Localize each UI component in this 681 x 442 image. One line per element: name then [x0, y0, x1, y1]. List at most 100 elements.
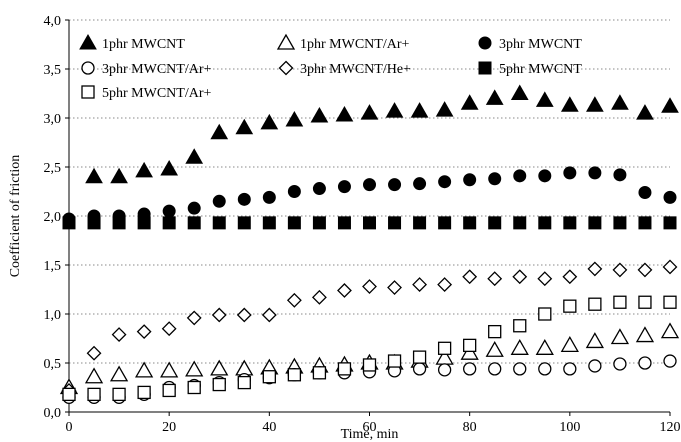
x-tick-label: 120: [660, 420, 681, 435]
y-tick-label: 3,0: [44, 112, 62, 127]
series-7: [62, 295, 677, 402]
data-markers: [59, 84, 680, 404]
series-6: [62, 216, 677, 230]
data-point: [437, 363, 452, 377]
data-point: [610, 328, 630, 345]
data-point: [212, 216, 226, 230]
data-point: [212, 377, 226, 392]
data-point: [85, 167, 103, 184]
data-point: [413, 177, 427, 191]
data-point: [587, 261, 603, 277]
legend-entry: 5phr MWCNT/Ar+: [81, 85, 211, 101]
tick-labels: 0,0 0,5 1,0 1,5 2,0 2,5 3,0 3,5 4,0 0 20 40 60 80 100 1…: [44, 14, 681, 435]
data-point: [187, 201, 201, 215]
data-point: [236, 307, 252, 323]
data-point: [560, 96, 579, 112]
data-point: [287, 185, 301, 198]
legend-marker: [478, 36, 492, 50]
data-point: [160, 361, 179, 378]
data-point: [585, 332, 604, 349]
y-tick-label: 4,0: [44, 14, 62, 29]
data-point: [485, 340, 504, 357]
legend-marker: [278, 60, 294, 76]
data-point: [463, 173, 477, 187]
data-point: [162, 383, 176, 398]
legend-label: 3phr MWCNT/He+: [300, 62, 411, 77]
data-point: [186, 310, 202, 326]
data-point: [337, 283, 352, 298]
data-point: [412, 277, 428, 293]
data-point: [588, 359, 602, 373]
data-point: [613, 168, 627, 182]
data-point: [388, 216, 402, 230]
data-point: [136, 324, 152, 340]
data-point: [312, 366, 327, 380]
data-point: [562, 269, 578, 285]
data-point: [638, 356, 652, 370]
data-point: [388, 178, 402, 192]
data-point: [335, 106, 354, 122]
data-point: [487, 271, 503, 287]
data-point: [187, 380, 201, 395]
data-point: [462, 269, 478, 285]
data-point: [410, 102, 429, 118]
legend-label: 5phr MWCNT/Ar+: [102, 86, 211, 101]
series-5: [61, 259, 678, 398]
x-tick-label: 60: [363, 420, 377, 435]
legend-marker: [478, 61, 492, 75]
data-point: [287, 368, 302, 382]
data-point: [512, 269, 528, 285]
x-tick-label: 20: [162, 420, 176, 435]
x-tick-label: 100: [559, 420, 580, 435]
data-point: [237, 216, 251, 230]
legend-entry: 3phr MWCNT: [478, 36, 582, 52]
legend-entry: 3phr MWCNT/Ar+: [81, 61, 211, 77]
legend-label: 1phr MWCNT/Ar+: [300, 37, 409, 52]
data-point: [513, 169, 527, 183]
data-point: [463, 338, 477, 353]
data-point: [488, 216, 502, 230]
data-point: [262, 216, 276, 230]
data-point: [638, 295, 652, 309]
data-point: [160, 159, 179, 176]
data-point: [237, 375, 251, 390]
data-point: [387, 280, 402, 295]
legend-label: 3phr MWCNT: [499, 37, 582, 52]
data-point: [413, 216, 427, 230]
y-tick-label: 0,0: [44, 406, 62, 421]
data-point: [312, 182, 326, 196]
data-point: [563, 166, 577, 180]
data-point: [211, 307, 227, 323]
data-point: [660, 322, 680, 339]
legend-marker: [81, 85, 95, 99]
data-point: [535, 91, 554, 107]
data-point: [538, 216, 552, 230]
data-point: [311, 289, 327, 305]
data-point: [588, 216, 602, 230]
data-point: [412, 362, 427, 376]
data-point: [510, 84, 529, 100]
data-point: [538, 362, 552, 376]
data-point: [362, 279, 377, 294]
data-point: [638, 185, 652, 199]
data-point: [663, 216, 677, 230]
data-point: [137, 385, 151, 400]
data-point: [563, 362, 577, 376]
data-point: [235, 118, 254, 135]
data-point: [286, 292, 302, 308]
data-point: [663, 354, 677, 368]
data-point: [260, 113, 279, 130]
legend-label: 1phr MWCNT: [102, 37, 185, 52]
data-point: [661, 97, 679, 113]
data-point: [385, 102, 404, 118]
data-point: [612, 262, 628, 278]
series-1: [85, 84, 679, 184]
legend-marker: [81, 61, 95, 75]
data-point: [637, 262, 653, 278]
data-point: [87, 387, 101, 402]
data-point: [210, 359, 229, 376]
data-point: [337, 216, 351, 230]
data-point: [387, 354, 402, 368]
y-tick-label: 3,5: [44, 63, 62, 78]
legend-marker: [276, 33, 296, 50]
